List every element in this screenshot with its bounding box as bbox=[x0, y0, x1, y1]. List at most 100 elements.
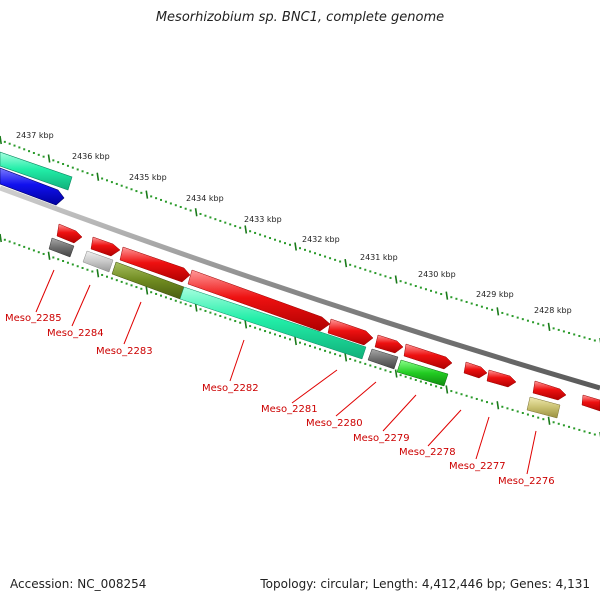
outer-scale-minor-tick bbox=[219, 219, 222, 222]
gene-label[interactable]: Meso_2281 bbox=[261, 404, 318, 415]
outer-scale-minor-tick bbox=[150, 195, 153, 198]
outer-scale-minor-tick bbox=[450, 296, 453, 299]
feature-teal-long[interactable] bbox=[179, 286, 367, 360]
feature-blue-upper[interactable] bbox=[0, 167, 65, 206]
inner-scale-minor-tick bbox=[334, 353, 337, 356]
map-title: Mesorhizobium sp. BNC1, complete genome bbox=[155, 10, 445, 25]
feature-red-11[interactable] bbox=[581, 394, 600, 412]
outer-scale-minor-tick bbox=[440, 293, 443, 296]
inner-scale-minor-tick bbox=[364, 362, 367, 365]
outer-scale-minor-tick bbox=[3, 140, 6, 143]
inner-scale-minor-tick bbox=[150, 291, 153, 294]
outer-scale-minor-tick bbox=[199, 212, 202, 215]
gene-label[interactable]: Meso_2278 bbox=[399, 447, 456, 458]
gene-leader-line bbox=[382, 394, 417, 432]
feature-lightgray-1[interactable] bbox=[82, 250, 114, 273]
outer-scale-minor-tick bbox=[269, 237, 272, 240]
scale-label: 2437 kbp bbox=[16, 131, 54, 140]
outer-scale-minor-tick bbox=[324, 255, 327, 258]
feature-red-7[interactable] bbox=[403, 343, 453, 370]
feature-darkgray-1[interactable] bbox=[48, 237, 75, 258]
genome-summary-text: Topology: circular; Length: 4,412,446 bp… bbox=[260, 577, 590, 591]
feature-red-long[interactable] bbox=[187, 269, 331, 332]
scale-label: 2431 kbp bbox=[360, 253, 398, 262]
outer-scale-minor-tick bbox=[486, 307, 489, 310]
feature-red-9[interactable] bbox=[486, 369, 517, 388]
inner-scale-minor-tick bbox=[588, 431, 591, 434]
feature-red-3[interactable] bbox=[119, 246, 191, 283]
inner-scale-major-tick bbox=[145, 286, 149, 295]
gene-leader-line bbox=[475, 416, 490, 460]
gene-label[interactable]: Meso_2283 bbox=[96, 346, 153, 357]
outer-scale-minor-tick bbox=[526, 319, 529, 322]
feature-red-6[interactable] bbox=[374, 334, 404, 354]
scale-label: 2429 kbp bbox=[476, 290, 514, 299]
outer-scale-minor-tick bbox=[384, 275, 387, 278]
gene-label[interactable]: Meso_2284 bbox=[47, 328, 104, 339]
inner-scale-major-tick bbox=[47, 251, 51, 260]
inner-scale-minor-tick bbox=[289, 338, 292, 341]
inner-scale-minor-tick bbox=[120, 280, 123, 283]
gene-label[interactable]: Meso_2282 bbox=[202, 383, 259, 394]
outer-scale-minor-tick bbox=[169, 202, 172, 205]
inner-scale-major-tick bbox=[194, 303, 198, 312]
feature-teal-upper[interactable] bbox=[0, 151, 73, 191]
gene-label[interactable]: Meso_2285 bbox=[5, 313, 62, 324]
outer-scale-minor-tick bbox=[532, 321, 535, 324]
feature-red-small-1[interactable] bbox=[56, 223, 83, 244]
outer-scale-minor-tick bbox=[279, 240, 282, 243]
inner-scale-minor-tick bbox=[86, 268, 89, 271]
outer-scale-minor-tick bbox=[71, 166, 74, 169]
inner-scale-minor-tick bbox=[349, 358, 352, 361]
inner-scale-minor-tick bbox=[562, 424, 565, 427]
inner-scale-minor-tick bbox=[76, 265, 79, 268]
outer-scale-minor-tick bbox=[274, 238, 277, 241]
inner-scale-minor-tick bbox=[475, 397, 478, 400]
outer-scale-minor-tick bbox=[588, 337, 591, 340]
outer-scale-minor-tick bbox=[455, 297, 458, 300]
inner-scale-minor-tick bbox=[384, 369, 387, 372]
outer-scale-minor-tick bbox=[120, 184, 123, 187]
outer-scale-minor-tick bbox=[189, 209, 192, 212]
outer-scale-major-tick bbox=[0, 135, 2, 145]
outer-scale-minor-tick bbox=[37, 153, 40, 156]
feature-red-small-2[interactable] bbox=[90, 236, 121, 257]
outer-scale-minor-tick bbox=[419, 286, 422, 289]
outer-scale-minor-tick bbox=[249, 230, 252, 233]
outer-scale-minor-tick bbox=[424, 288, 427, 291]
inner-scale-minor-tick bbox=[450, 390, 453, 393]
gene-label[interactable]: Meso_2276 bbox=[498, 476, 555, 487]
inner-scale-minor-tick bbox=[435, 385, 438, 388]
inner-scale-minor-tick bbox=[516, 410, 519, 413]
inner-scale-minor-tick bbox=[169, 298, 172, 301]
feature-red-5[interactable] bbox=[327, 318, 374, 346]
gene-label[interactable]: Meso_2277 bbox=[449, 461, 506, 472]
inner-scale-minor-tick bbox=[583, 430, 586, 433]
inner-scale-minor-tick bbox=[414, 378, 417, 381]
gene-label[interactable]: Meso_2279 bbox=[353, 433, 410, 444]
feature-red-8[interactable] bbox=[463, 361, 488, 379]
outer-scale-major-tick bbox=[445, 291, 449, 300]
feature-green-1[interactable] bbox=[396, 359, 449, 387]
inner-scale-minor-tick bbox=[214, 313, 217, 316]
gene-labels: Meso_2285Meso_2284Meso_2283Meso_2282Meso… bbox=[5, 269, 555, 487]
inner-scale-minor-tick bbox=[174, 299, 177, 302]
genome-backbone bbox=[0, 185, 600, 391]
feature-darkgray-2[interactable] bbox=[367, 348, 399, 370]
inner-scale-minor-tick bbox=[130, 284, 133, 287]
outer-scale-minor-tick bbox=[475, 304, 478, 307]
inner-scale-minor-tick bbox=[480, 399, 483, 402]
inner-scale bbox=[0, 233, 600, 438]
outer-scale-minor-tick bbox=[314, 252, 317, 255]
outer-scale-minor-tick bbox=[130, 188, 133, 191]
gene-label[interactable]: Meso_2280 bbox=[306, 418, 363, 429]
feature-khaki-1[interactable] bbox=[526, 396, 561, 419]
gene-leader-line bbox=[35, 269, 55, 313]
feature-red-10[interactable] bbox=[532, 380, 567, 401]
inner-scale-major-tick bbox=[344, 353, 348, 362]
outer-scale-minor-tick bbox=[8, 142, 11, 145]
outer-scale-minor-tick bbox=[57, 161, 60, 164]
outer-scale-minor-tick bbox=[583, 336, 586, 339]
inner-scale-minor-tick bbox=[13, 242, 16, 245]
inner-scale-minor-tick bbox=[299, 341, 302, 344]
